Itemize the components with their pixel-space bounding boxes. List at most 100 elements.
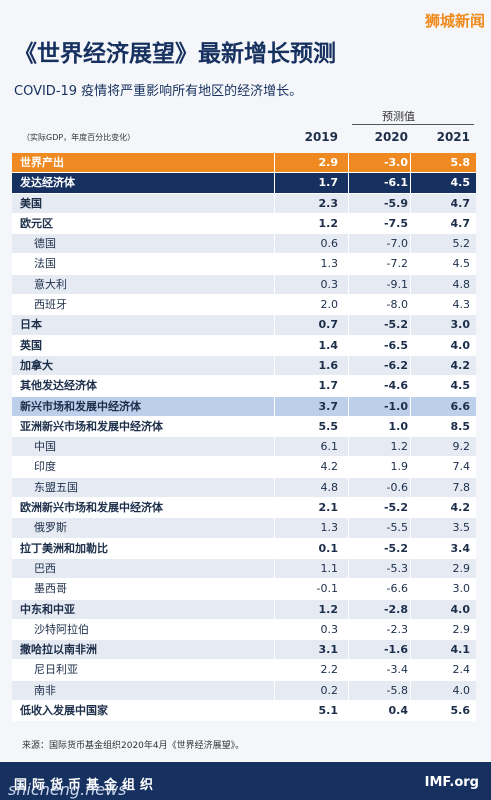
row-label: 其他发达经济体 xyxy=(20,379,97,393)
cell-divider xyxy=(410,416,411,437)
cell-divider xyxy=(274,660,275,680)
table-row: 中东和中亚 1.2 -2.8 4.0 xyxy=(12,599,476,620)
cell-value: 7.4 xyxy=(452,460,471,474)
cell-divider xyxy=(274,498,275,518)
cell-divider xyxy=(410,599,411,619)
cell-divider xyxy=(348,153,349,173)
cell-divider xyxy=(348,396,349,416)
cell-value: 4.0 xyxy=(450,338,471,352)
cell-value: 3.0 xyxy=(452,582,471,596)
cell-divider xyxy=(348,457,349,477)
cell-divider xyxy=(274,477,275,498)
row-label: 低收入发展中国家 xyxy=(20,704,108,718)
cell-divider xyxy=(348,579,349,599)
cell-divider xyxy=(410,193,411,213)
cell-divider xyxy=(348,416,349,437)
source: 来源：国际货币基金组织2020年4月《世界经济展望》。 xyxy=(22,741,245,751)
cell-divider xyxy=(274,599,275,619)
cell-divider xyxy=(274,355,275,376)
cell-divider xyxy=(348,355,349,376)
cell-value: 3.4 xyxy=(450,541,471,555)
unit-note: （实际GDP，年度百分比变化） xyxy=(22,133,136,142)
table-row: 加拿大 1.6 -6.2 4.2 xyxy=(12,355,476,377)
row-label: 拉丁美洲和加勒比 xyxy=(20,541,108,555)
cell-value: 5.8 xyxy=(450,156,471,169)
cell-divider xyxy=(348,558,349,579)
table-row: 欧洲新兴市场和发展中经济体 2.1 -5.2 4.2 xyxy=(12,498,476,519)
site: IMF.org xyxy=(424,775,479,790)
table-row: 拉丁美洲和加勒比 0.1 -5.2 3.4 xyxy=(12,538,476,559)
cell-value: 4.3 xyxy=(452,298,471,312)
row-label: 发达经济体 xyxy=(20,176,75,190)
cell-divider xyxy=(348,619,349,640)
cell-divider xyxy=(274,518,275,538)
table-row: 撒哈拉以南非洲 3.1 -1.6 4.1 xyxy=(12,640,476,661)
cell-divider xyxy=(274,335,275,355)
cell-value: 1.7 xyxy=(318,379,339,393)
forecast-label: 预测值 xyxy=(382,110,415,123)
cell-divider xyxy=(410,477,411,498)
cell-value: 1.1 xyxy=(320,561,339,575)
cell-divider xyxy=(410,315,411,335)
cell-value: -7.0 xyxy=(386,237,408,251)
cell-value: 2.9 xyxy=(318,156,339,169)
cell-value: 1.7 xyxy=(318,176,339,190)
cell-value: -1.0 xyxy=(383,399,408,413)
cell-divider xyxy=(348,437,349,457)
cell-divider xyxy=(274,315,275,335)
row-label: 中国 xyxy=(34,440,56,454)
table-row: 巴西 1.1 -5.3 2.9 xyxy=(12,558,476,580)
cell-value: 3.0 xyxy=(450,318,471,332)
cell-divider xyxy=(348,376,349,396)
forecast-rule xyxy=(352,124,474,125)
row-label: 中东和中亚 xyxy=(20,602,75,616)
table-row: 欧元区 1.2 -7.5 4.7 xyxy=(12,213,476,235)
cell-divider xyxy=(348,599,349,619)
cell-value: 6.6 xyxy=(450,399,471,413)
row-label: 撒哈拉以南非洲 xyxy=(20,643,97,657)
row-label: 沙特阿拉伯 xyxy=(34,622,89,636)
cell-divider xyxy=(348,315,349,335)
cell-divider xyxy=(348,518,349,538)
cell-value: 7.8 xyxy=(452,480,471,494)
cell-divider xyxy=(410,396,411,416)
cell-value: -0.6 xyxy=(386,480,408,494)
row-label: 加拿大 xyxy=(20,358,53,372)
cell-value: -7.5 xyxy=(383,216,408,230)
table-row: 低收入发展中国家 5.1 0.4 5.6 xyxy=(12,701,476,722)
cell-divider xyxy=(274,640,275,660)
cell-value: -5.5 xyxy=(386,521,408,535)
cell-divider xyxy=(410,437,411,457)
cell-value: -0.1 xyxy=(316,582,338,596)
table-row: 意大利 0.3 -9.1 4.8 xyxy=(12,274,476,296)
cell-value: 4.1 xyxy=(450,643,471,657)
cell-value: 0.7 xyxy=(318,318,339,332)
row-label: 意大利 xyxy=(34,277,67,291)
cell-value: -6.5 xyxy=(383,338,408,352)
footer-band xyxy=(0,762,491,800)
cell-divider xyxy=(348,254,349,274)
table-row: 俄罗斯 1.3 -5.5 3.5 xyxy=(12,518,476,539)
cell-divider xyxy=(410,660,411,680)
cell-divider xyxy=(410,538,411,558)
cell-value: 4.5 xyxy=(450,379,471,393)
row-label: 欧洲新兴市场和发展中经济体 xyxy=(20,501,163,515)
cell-value: 4.7 xyxy=(450,216,471,230)
cell-value: 1.2 xyxy=(318,216,339,230)
row-label: 日本 xyxy=(20,318,42,332)
cell-value: 4.8 xyxy=(320,480,339,494)
cell-divider xyxy=(410,173,411,193)
table-row: 日本 0.7 -5.2 3.0 xyxy=(12,315,476,336)
cell-value: 4.8 xyxy=(452,277,471,291)
cell-value: 2.0 xyxy=(320,298,339,312)
cell-divider xyxy=(410,153,411,173)
cell-value: -6.6 xyxy=(386,582,408,596)
subtitle: COVID-19 疫情将严重影响所有地区的经济增长。 xyxy=(14,84,303,99)
cell-divider xyxy=(410,376,411,396)
table-row: 新兴市场和发展中经济体 3.7 -1.0 6.6 xyxy=(12,396,476,417)
table-row: 东盟五国 4.8 -0.6 7.8 xyxy=(12,477,476,499)
title: 《世界经济展望》最新增长预测 xyxy=(14,41,336,67)
cell-divider xyxy=(274,701,275,721)
row-label: 西班牙 xyxy=(34,298,67,312)
